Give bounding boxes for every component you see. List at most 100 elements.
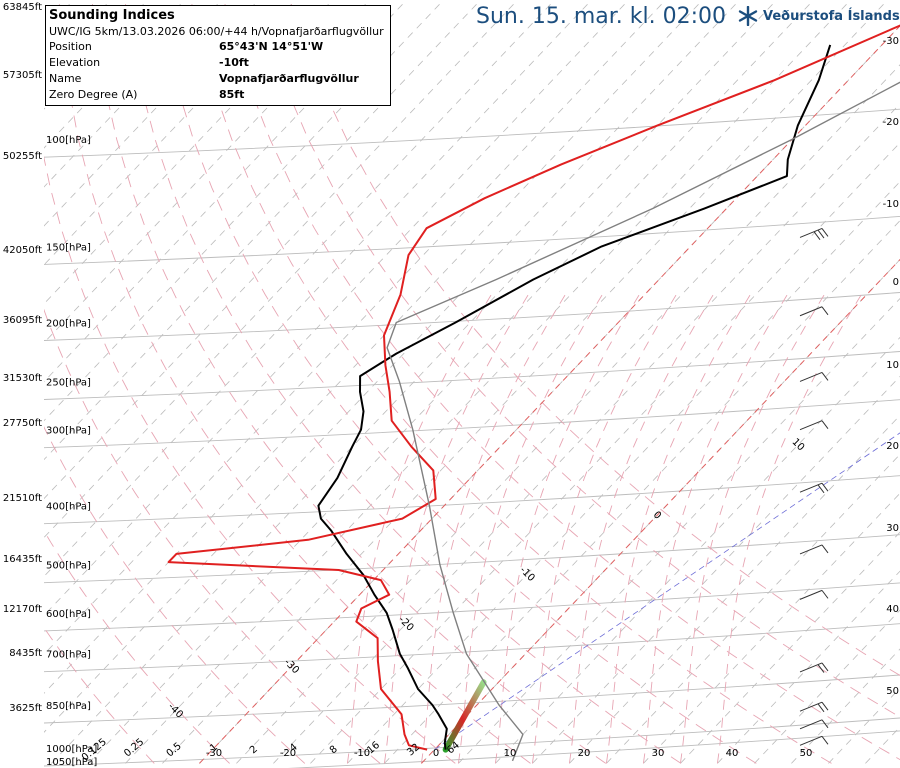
dry-adiabat-line bbox=[191, 3, 832, 764]
brand-logo: Veðurstofa Íslands bbox=[738, 6, 900, 26]
dry-adiabat-line bbox=[224, 3, 900, 761]
mixing-ratio-label: 0.25 bbox=[122, 737, 146, 760]
moist-adiabat-line bbox=[494, 294, 640, 764]
isotherm-line bbox=[44, 3, 329, 305]
mixing-ratio-label: 1 bbox=[208, 742, 220, 755]
pressure-label: 400[hPa] bbox=[46, 502, 91, 513]
temperature-tick-label: 0 bbox=[433, 748, 439, 759]
info-run: UWC/IG 5km/13.03.2026 06:00/+44 h/Vopnaf… bbox=[49, 25, 384, 38]
mixing-ratio-label: 8 bbox=[328, 744, 340, 757]
pressure-label: 1050[hPa] bbox=[46, 757, 97, 768]
pressure-label: 100[hPa] bbox=[46, 135, 91, 146]
isotherm-line bbox=[44, 3, 699, 694]
wind-barb bbox=[799, 482, 829, 494]
isotherm-line bbox=[754, 609, 900, 764]
altitude-label: 8435ft bbox=[9, 648, 42, 659]
temperature-tick-label: -10 bbox=[354, 748, 370, 759]
isotherm-line bbox=[643, 492, 900, 764]
dry-adiabat-line bbox=[257, 3, 900, 718]
mixing-ratio-label: 4 bbox=[288, 742, 300, 755]
temperature-tick-label: 20 bbox=[578, 748, 591, 759]
isobar-line bbox=[44, 108, 900, 158]
wind-barb bbox=[799, 306, 829, 317]
isobar-line bbox=[44, 475, 900, 525]
isobar-line bbox=[44, 582, 900, 632]
isobar-line bbox=[287, 730, 900, 768]
dry-adiabat-line bbox=[125, 4, 682, 764]
altitude-label: 50255ft bbox=[3, 151, 42, 162]
altitude-label: 16435ft bbox=[3, 554, 42, 565]
wind-barb bbox=[799, 701, 829, 713]
grid-lines bbox=[44, 3, 900, 768]
isobar-line bbox=[44, 717, 900, 767]
altitude-label: 63845ft bbox=[3, 2, 42, 13]
adiabat-label: -20 bbox=[883, 117, 899, 128]
pressure-label: 150[hPa] bbox=[46, 242, 91, 253]
pressure-label: 300[hPa] bbox=[46, 426, 91, 437]
pressure-label: 250[hPa] bbox=[46, 377, 91, 388]
isotherm-line bbox=[44, 3, 736, 733]
isotherm-line bbox=[44, 3, 477, 461]
sounding-series bbox=[167, 24, 900, 762]
moist-adiabat-line bbox=[642, 294, 788, 764]
isotherm-line bbox=[384, 220, 900, 764]
info-title: Sounding Indices bbox=[49, 8, 175, 23]
moist-adiabat-line bbox=[383, 294, 529, 764]
isotherm-line bbox=[51, 3, 773, 764]
dry-adiabat-line bbox=[44, 626, 155, 764]
adiabat-label: 30 bbox=[886, 523, 899, 534]
brand-name: Veðurstofa Íslands bbox=[763, 8, 900, 24]
info-value: Vopnafjarðarflugvöllur bbox=[219, 72, 359, 85]
dry-adiabat-line bbox=[290, 3, 900, 676]
isotherm-line bbox=[44, 3, 514, 500]
snowflake-icon bbox=[738, 6, 758, 26]
temperature-tick-label: 10 bbox=[504, 748, 517, 759]
isotherm-line bbox=[88, 3, 810, 764]
temperature-tick-label: -20 bbox=[280, 748, 296, 759]
temperature-line bbox=[317, 44, 832, 750]
pressure-label: 700[hPa] bbox=[46, 650, 91, 661]
pressure-label: 850[hPa] bbox=[46, 701, 91, 712]
isotherm-line bbox=[569, 414, 900, 764]
isotherm-line bbox=[44, 3, 551, 539]
adiabat-label: 20 bbox=[886, 441, 899, 452]
adiabat-label: 0 bbox=[893, 277, 899, 288]
isobar-line bbox=[44, 623, 900, 673]
wind-barb bbox=[799, 420, 829, 431]
wind-barb bbox=[799, 589, 829, 600]
wind-barbs bbox=[799, 227, 829, 746]
isotherm-line bbox=[347, 181, 900, 764]
info-label: Position bbox=[49, 40, 92, 53]
isotherm-line bbox=[44, 3, 292, 266]
isotherm-line bbox=[44, 3, 625, 616]
temperature-tick-label: -30 bbox=[206, 748, 222, 759]
info-row: Zero Degree (A) 85ft bbox=[49, 87, 387, 103]
altitude-label: 21510ft bbox=[3, 493, 42, 504]
info-label: Name bbox=[49, 72, 82, 85]
parcel-line bbox=[386, 81, 900, 762]
info-row: Elevation -10ft bbox=[49, 55, 387, 71]
pressure-label: 600[hPa] bbox=[46, 609, 91, 620]
moist-adiabat-line bbox=[420, 294, 566, 764]
isotherm-line bbox=[44, 3, 440, 422]
dry-adiabat-line bbox=[44, 529, 230, 764]
chart-title: Sun. 15. mar. kl. 02:00 bbox=[476, 4, 726, 29]
isotherm-line bbox=[44, 3, 181, 149]
isotherm-line bbox=[495, 336, 900, 764]
isotherm-line bbox=[44, 3, 588, 578]
dewpoint-line bbox=[167, 24, 900, 751]
adiabat-label: -30 bbox=[883, 36, 899, 47]
isotherm-line bbox=[162, 3, 884, 764]
dry-adiabat-line bbox=[44, 155, 456, 764]
dry-adiabat-line bbox=[44, 308, 381, 764]
isotherm-line bbox=[44, 3, 662, 655]
pressure-label: 500[hPa] bbox=[46, 561, 91, 572]
info-row: Position 65°43'N 14°51'W bbox=[49, 39, 387, 55]
adiabat-label: -10 bbox=[883, 199, 899, 210]
isotherm-line bbox=[273, 103, 900, 764]
info-label: Elevation bbox=[49, 56, 101, 69]
isotherm-line bbox=[421, 259, 900, 764]
reference-isotherm-line bbox=[421, 258, 900, 764]
isotherm-line bbox=[458, 297, 900, 764]
info-value: 85ft bbox=[219, 88, 245, 101]
